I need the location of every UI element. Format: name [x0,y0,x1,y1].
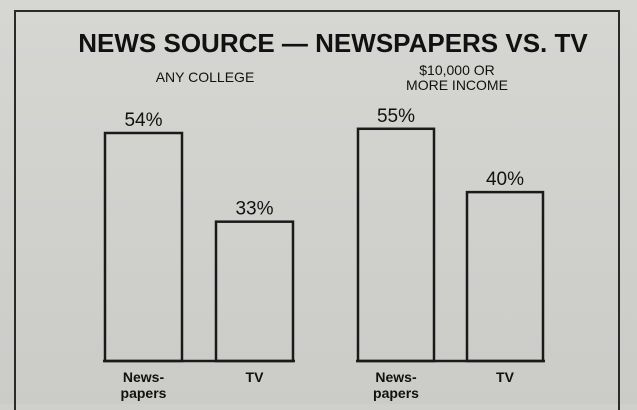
panel-subtitle-line: $10,000 OR [419,62,495,78]
category-label: TV [246,369,265,385]
value-label: 54% [124,110,162,131]
category-label: News- [375,369,417,385]
panel-subtitle-line: ANY COLLEGE [156,69,255,85]
value-label: 55% [377,106,415,127]
category-label: TV [496,369,515,385]
bar [103,131,184,363]
bar [356,127,436,363]
chart-panel-1: ANY COLLEGE 54% News-papers 33% TV [103,69,295,401]
chart-title: NEWS SOURCE — NEWSPAPERS VS. TV [78,28,588,58]
bar [465,190,545,363]
value-label: 40% [486,169,524,190]
chart-frame [14,10,620,410]
category-label: News- [123,369,165,385]
bar [214,220,295,363]
category-label: papers [121,385,167,401]
category-label: papers [373,385,419,401]
value-label: 33% [235,199,273,220]
panel-subtitle-line: MORE INCOME [406,77,508,93]
